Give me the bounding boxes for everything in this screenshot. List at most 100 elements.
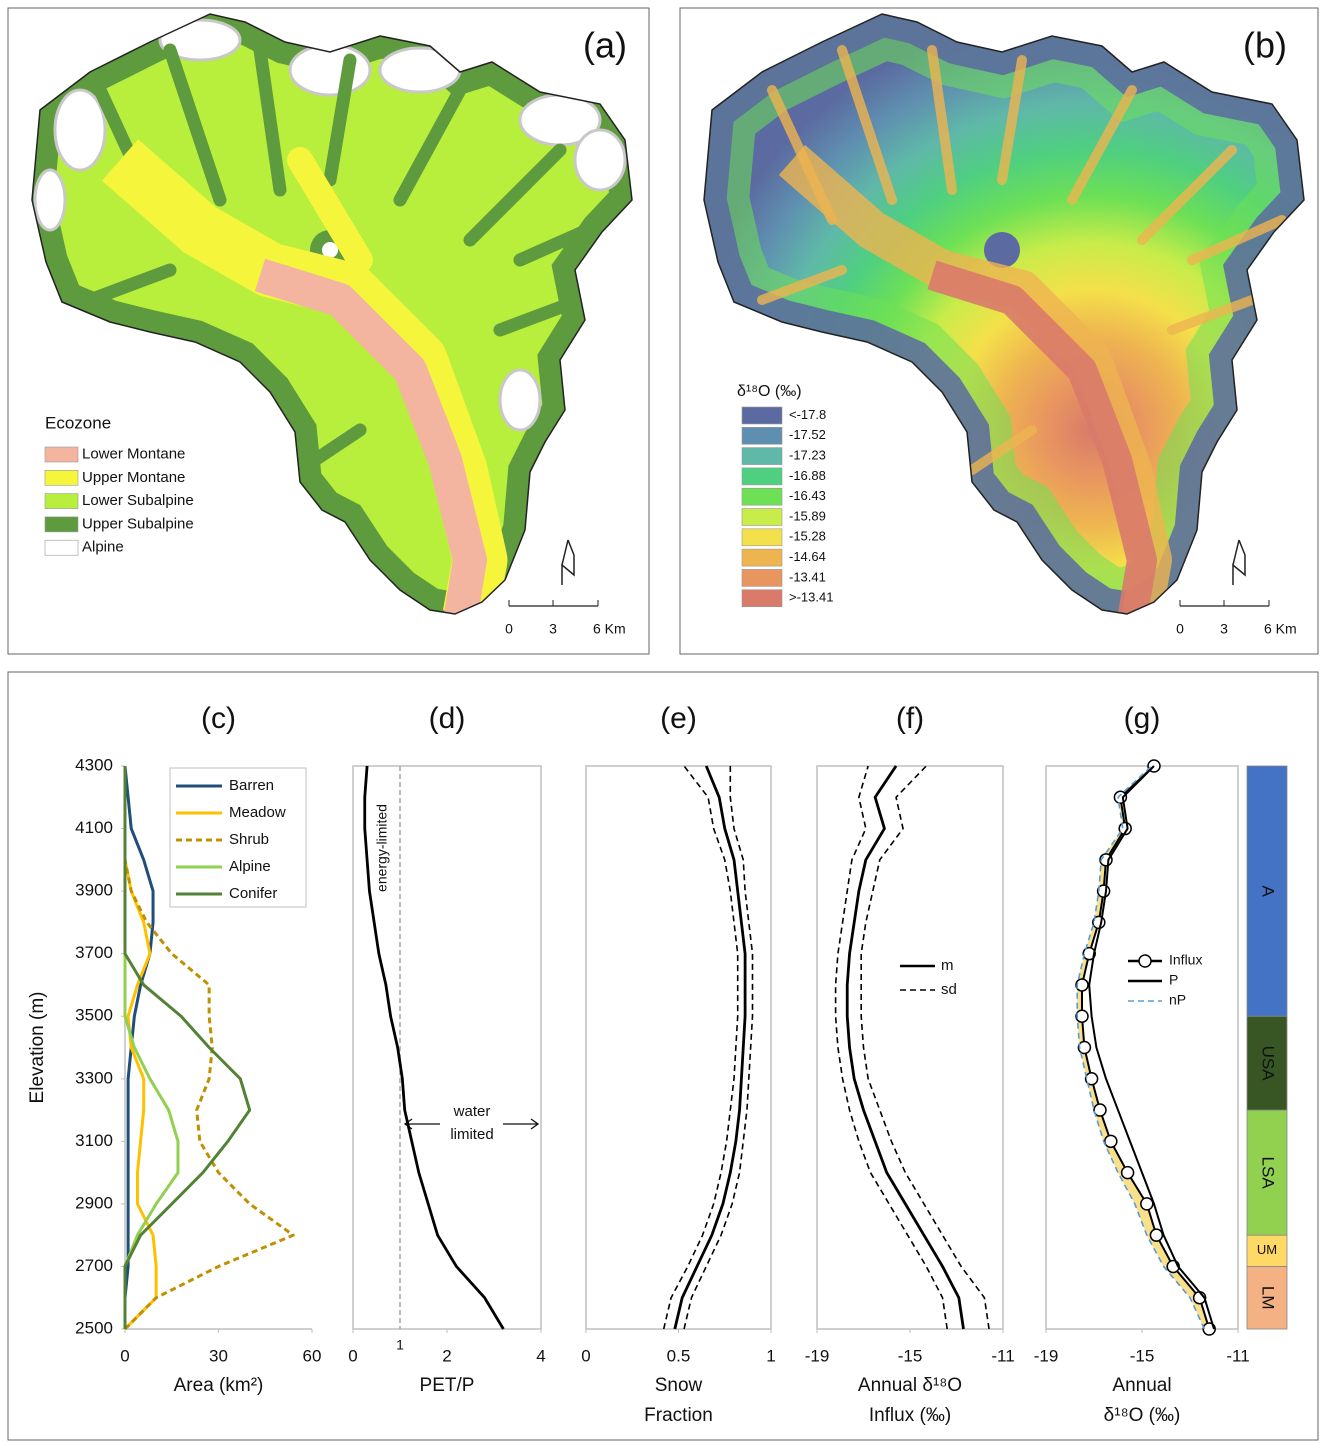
- zone-alpine: [575, 130, 625, 190]
- legend-label: Upper Montane: [82, 469, 185, 486]
- scale-label: 0: [505, 621, 513, 637]
- y-tick-label: 3300: [75, 1068, 113, 1087]
- scale-label: 6 Km: [1264, 621, 1297, 637]
- x-axis-label: PET/P: [420, 1375, 475, 1396]
- x-tick-label: -19: [805, 1346, 830, 1365]
- figure: (a)EcozoneLower MontaneUpper MontaneLowe…: [0, 0, 1320, 1444]
- legend-label: Shrub: [229, 831, 269, 848]
- legend-label: Lower Montane: [82, 445, 185, 462]
- north-arrow: [1233, 540, 1245, 585]
- legend-label: -14.64: [789, 549, 826, 564]
- legend-label: -13.41: [789, 569, 826, 584]
- legend-swatch: [742, 448, 782, 465]
- north-arrow: [562, 540, 574, 585]
- point: [1114, 791, 1126, 803]
- zone-label: LM: [1259, 1286, 1278, 1310]
- legend-swatch: [742, 468, 782, 485]
- zone-label: UM: [1257, 1242, 1277, 1257]
- x-axis-label: Area (km²): [174, 1375, 264, 1396]
- annotation: energy-limited: [374, 804, 390, 892]
- legend-swatch: [742, 529, 782, 546]
- point: [1105, 1135, 1117, 1147]
- threshold-label: 1: [396, 1337, 404, 1353]
- series-line: [861, 766, 989, 1329]
- legend-swatch: [742, 488, 782, 505]
- legend-swatch: [742, 407, 782, 424]
- y-tick-label: 3700: [75, 943, 113, 962]
- x-tick-label: -11: [991, 1346, 1014, 1365]
- legend-swatch: [742, 590, 782, 607]
- point: [1150, 1229, 1162, 1241]
- x-tick-label: -15: [898, 1346, 923, 1365]
- y-tick-label: 3500: [75, 1006, 113, 1025]
- y-tick-label: 2900: [75, 1193, 113, 1212]
- series-line: [675, 766, 745, 1329]
- legend-swatch: [742, 427, 782, 444]
- legend-swatch: [742, 549, 782, 566]
- legend-label: Upper Subalpine: [82, 515, 194, 532]
- page: {"maps": [ {"label": "(a)", "legend": {"…: [0, 0, 1320, 1444]
- legend-swatch: [45, 447, 78, 462]
- y-tick-label: 3900: [75, 881, 113, 900]
- series-line: [664, 766, 738, 1329]
- legend-label: -16.88: [789, 468, 826, 483]
- legend-label: Alpine: [82, 539, 124, 556]
- legend-label: -17.23: [789, 448, 826, 463]
- scale-label: 6 Km: [593, 621, 626, 637]
- x-tick-label: 60: [303, 1346, 322, 1365]
- scale-label: 3: [549, 621, 557, 637]
- x-tick-label: 0: [120, 1346, 129, 1365]
- legend-label: -15.89: [789, 508, 826, 523]
- y-axis-label: Elevation (m): [27, 992, 48, 1104]
- x-tick-label: -19: [1034, 1346, 1059, 1365]
- plot-frame: [817, 766, 1003, 1329]
- y-tick-label: 4100: [75, 818, 113, 837]
- zone-alpine: [55, 90, 105, 170]
- zone-label: LSA: [1259, 1157, 1278, 1190]
- annotation: water: [453, 1103, 491, 1120]
- series-line: [847, 766, 963, 1329]
- legend-marker: [1139, 955, 1151, 967]
- panel-label: (a): [583, 25, 627, 66]
- legend-label: nP: [1169, 992, 1186, 1008]
- x-axis-label: Fraction: [644, 1405, 713, 1426]
- legend-label: -17.52: [789, 427, 826, 442]
- x-tick-label: 0: [348, 1346, 357, 1365]
- y-tick-label: 2500: [75, 1318, 113, 1337]
- legend-swatch: [742, 509, 782, 526]
- x-tick-label: 30: [209, 1346, 228, 1365]
- scale-label: 0: [1176, 621, 1184, 637]
- legend-label: Barren: [229, 777, 274, 794]
- chart-title: (g): [1124, 702, 1161, 735]
- zone-alpine: [35, 170, 65, 230]
- legend-title: Ecozone: [45, 413, 111, 432]
- x-tick-label: 1: [766, 1346, 775, 1365]
- y-tick-label: 3100: [75, 1131, 113, 1150]
- point: [1122, 1167, 1134, 1179]
- x-axis-label: δ¹⁸O (‰): [1104, 1405, 1181, 1426]
- x-tick-label: -11: [1226, 1346, 1249, 1365]
- legend-label: -15.28: [789, 529, 826, 544]
- series-line: [1082, 766, 1209, 1329]
- legend-swatch: [742, 569, 782, 586]
- x-tick-label: 4: [536, 1346, 545, 1365]
- zone-label: A: [1259, 885, 1278, 897]
- plot-frame: [1046, 766, 1238, 1329]
- legend-title: δ¹⁸O (‰): [737, 383, 802, 400]
- x-tick-label: 2: [442, 1346, 451, 1365]
- legend-label: <-17.8: [789, 407, 826, 422]
- zone-alpine: [380, 48, 460, 92]
- x-axis-label: Influx (‰): [869, 1405, 951, 1426]
- legend-label: m: [941, 957, 954, 974]
- annotation: limited: [450, 1126, 493, 1143]
- x-axis-label: Annual δ¹⁸O: [858, 1375, 962, 1396]
- legend-label: >-13.41: [789, 590, 833, 605]
- x-axis-label: Snow: [655, 1375, 703, 1396]
- point: [1141, 1198, 1153, 1210]
- scale-label: 3: [1220, 621, 1228, 637]
- legend-swatch: [45, 494, 78, 509]
- legend-label: Conifer: [229, 885, 277, 902]
- panel-label: (b): [1243, 25, 1287, 66]
- x-tick-label: 0: [581, 1346, 590, 1365]
- legend-swatch: [45, 470, 78, 485]
